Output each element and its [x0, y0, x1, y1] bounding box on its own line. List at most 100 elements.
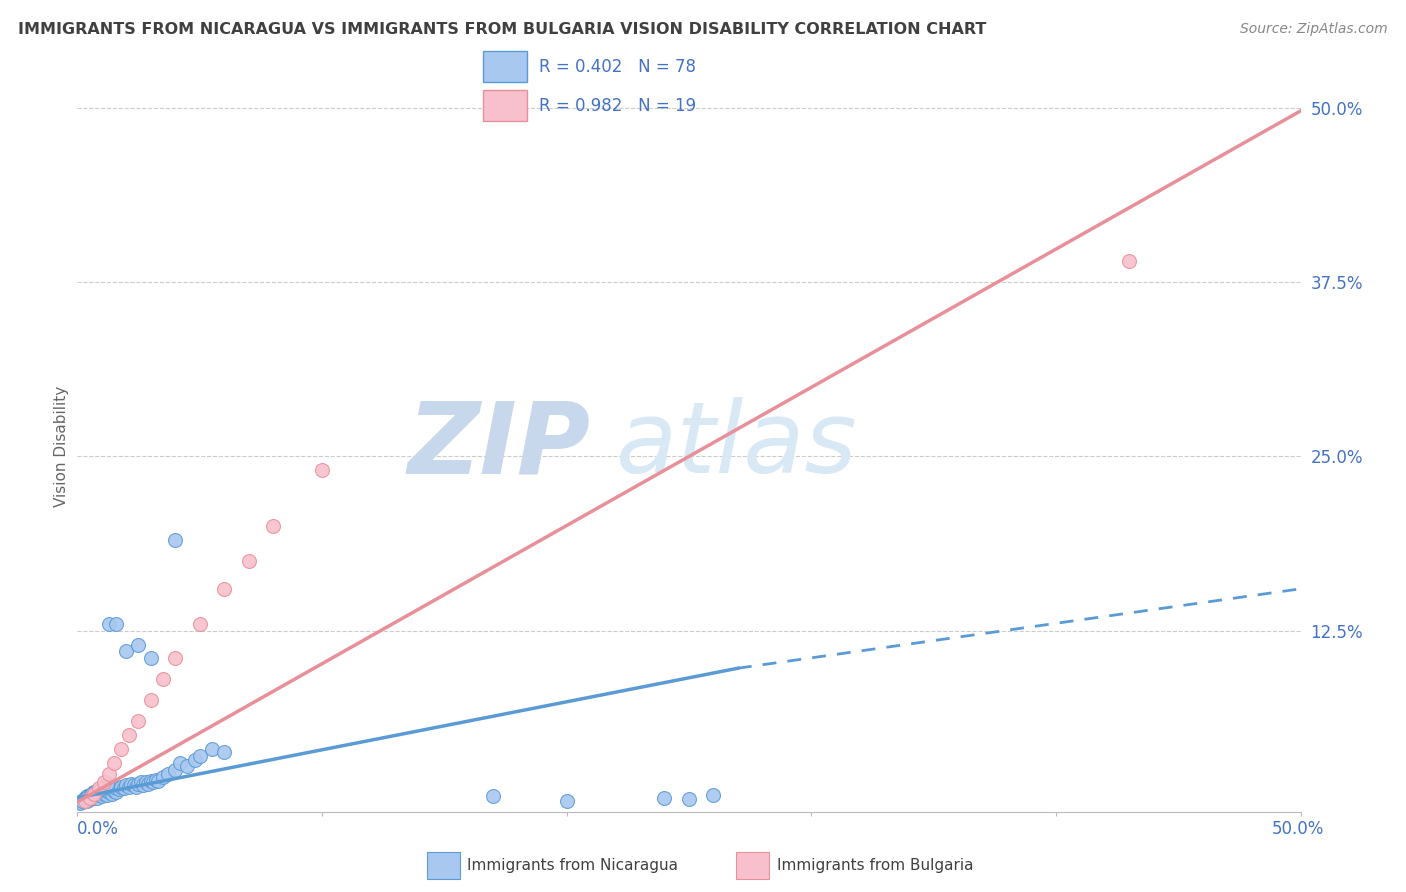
Point	[105, 785, 128, 799]
Point	[73, 794, 96, 808]
Point	[70, 795, 93, 809]
Point	[188, 616, 211, 631]
Point	[262, 519, 284, 533]
Point	[90, 785, 112, 799]
FancyBboxPatch shape	[484, 90, 527, 120]
Point	[98, 616, 121, 631]
Point	[76, 794, 98, 808]
Point	[76, 790, 98, 805]
Point	[165, 763, 187, 777]
Point	[169, 756, 191, 770]
Point	[120, 777, 142, 791]
Text: Immigrants from Bulgaria: Immigrants from Bulgaria	[776, 858, 973, 872]
Y-axis label: Vision Disability: Vision Disability	[53, 385, 69, 507]
Point	[86, 790, 108, 805]
Point	[69, 795, 91, 809]
Point	[86, 787, 108, 801]
Point	[118, 728, 141, 742]
Point	[93, 782, 115, 797]
Point	[555, 794, 578, 808]
Point	[184, 753, 207, 767]
Point	[79, 788, 101, 802]
FancyBboxPatch shape	[737, 852, 769, 879]
Point	[105, 616, 128, 631]
Point	[86, 784, 108, 798]
Point	[132, 778, 155, 792]
Point	[115, 644, 138, 658]
FancyBboxPatch shape	[427, 852, 460, 879]
FancyBboxPatch shape	[484, 52, 527, 82]
Point	[103, 780, 125, 794]
Point	[83, 785, 105, 799]
Point	[678, 792, 700, 806]
Text: IMMIGRANTS FROM NICARAGUA VS IMMIGRANTS FROM BULGARIA VISION DISABILITY CORRELAT: IMMIGRANTS FROM NICARAGUA VS IMMIGRANTS …	[18, 22, 987, 37]
Text: atlas: atlas	[616, 398, 858, 494]
Text: Source: ZipAtlas.com: Source: ZipAtlas.com	[1240, 22, 1388, 37]
Point	[79, 792, 101, 806]
Point	[125, 780, 148, 794]
Point	[311, 463, 333, 477]
Point	[165, 651, 187, 665]
Point	[90, 789, 112, 804]
Point	[105, 780, 128, 795]
Point	[90, 780, 112, 795]
Point	[201, 742, 224, 756]
Text: Immigrants from Nicaragua: Immigrants from Nicaragua	[467, 858, 678, 872]
Point	[96, 784, 118, 798]
Point	[112, 780, 135, 795]
Point	[188, 749, 211, 764]
Point	[139, 774, 162, 789]
Point	[103, 756, 125, 770]
Point	[110, 780, 132, 794]
Point	[98, 767, 121, 781]
Point	[83, 789, 105, 804]
Point	[152, 770, 174, 784]
Point	[96, 788, 118, 802]
Point	[212, 582, 235, 596]
Point	[73, 792, 96, 806]
Point	[98, 780, 121, 795]
Point	[73, 792, 96, 806]
Point	[146, 774, 169, 789]
Text: 0.0%: 0.0%	[77, 820, 120, 838]
Point	[654, 790, 676, 805]
Point	[96, 777, 118, 791]
Point	[89, 784, 111, 798]
Point	[76, 789, 98, 804]
Point	[156, 767, 179, 781]
Point	[139, 651, 162, 665]
Point	[89, 788, 111, 802]
Point	[80, 790, 103, 805]
Point	[136, 777, 159, 791]
Point	[145, 772, 167, 787]
Point	[98, 785, 121, 799]
Point	[93, 775, 115, 789]
Point	[165, 533, 187, 547]
Point	[238, 554, 260, 568]
Point	[118, 780, 141, 794]
Text: ZIP: ZIP	[408, 398, 591, 494]
Point	[129, 775, 152, 789]
Point	[122, 778, 145, 792]
Point	[73, 790, 96, 805]
Text: R = 0.982   N = 19: R = 0.982 N = 19	[538, 96, 696, 114]
Point	[115, 778, 138, 792]
Point	[110, 742, 132, 756]
Point	[128, 714, 150, 728]
Point	[702, 788, 724, 802]
Point	[142, 775, 165, 789]
Point	[80, 787, 103, 801]
Point	[70, 794, 93, 808]
Text: R = 0.402   N = 78: R = 0.402 N = 78	[538, 58, 696, 76]
Point	[128, 638, 150, 652]
Point	[80, 787, 103, 801]
Point	[1118, 254, 1140, 268]
Point	[212, 745, 235, 759]
Point	[83, 787, 105, 801]
Point	[79, 790, 101, 805]
Point	[152, 673, 174, 687]
Point	[70, 794, 93, 808]
Point	[135, 775, 157, 789]
Text: 50.0%: 50.0%	[1272, 820, 1324, 838]
Point	[100, 782, 122, 797]
